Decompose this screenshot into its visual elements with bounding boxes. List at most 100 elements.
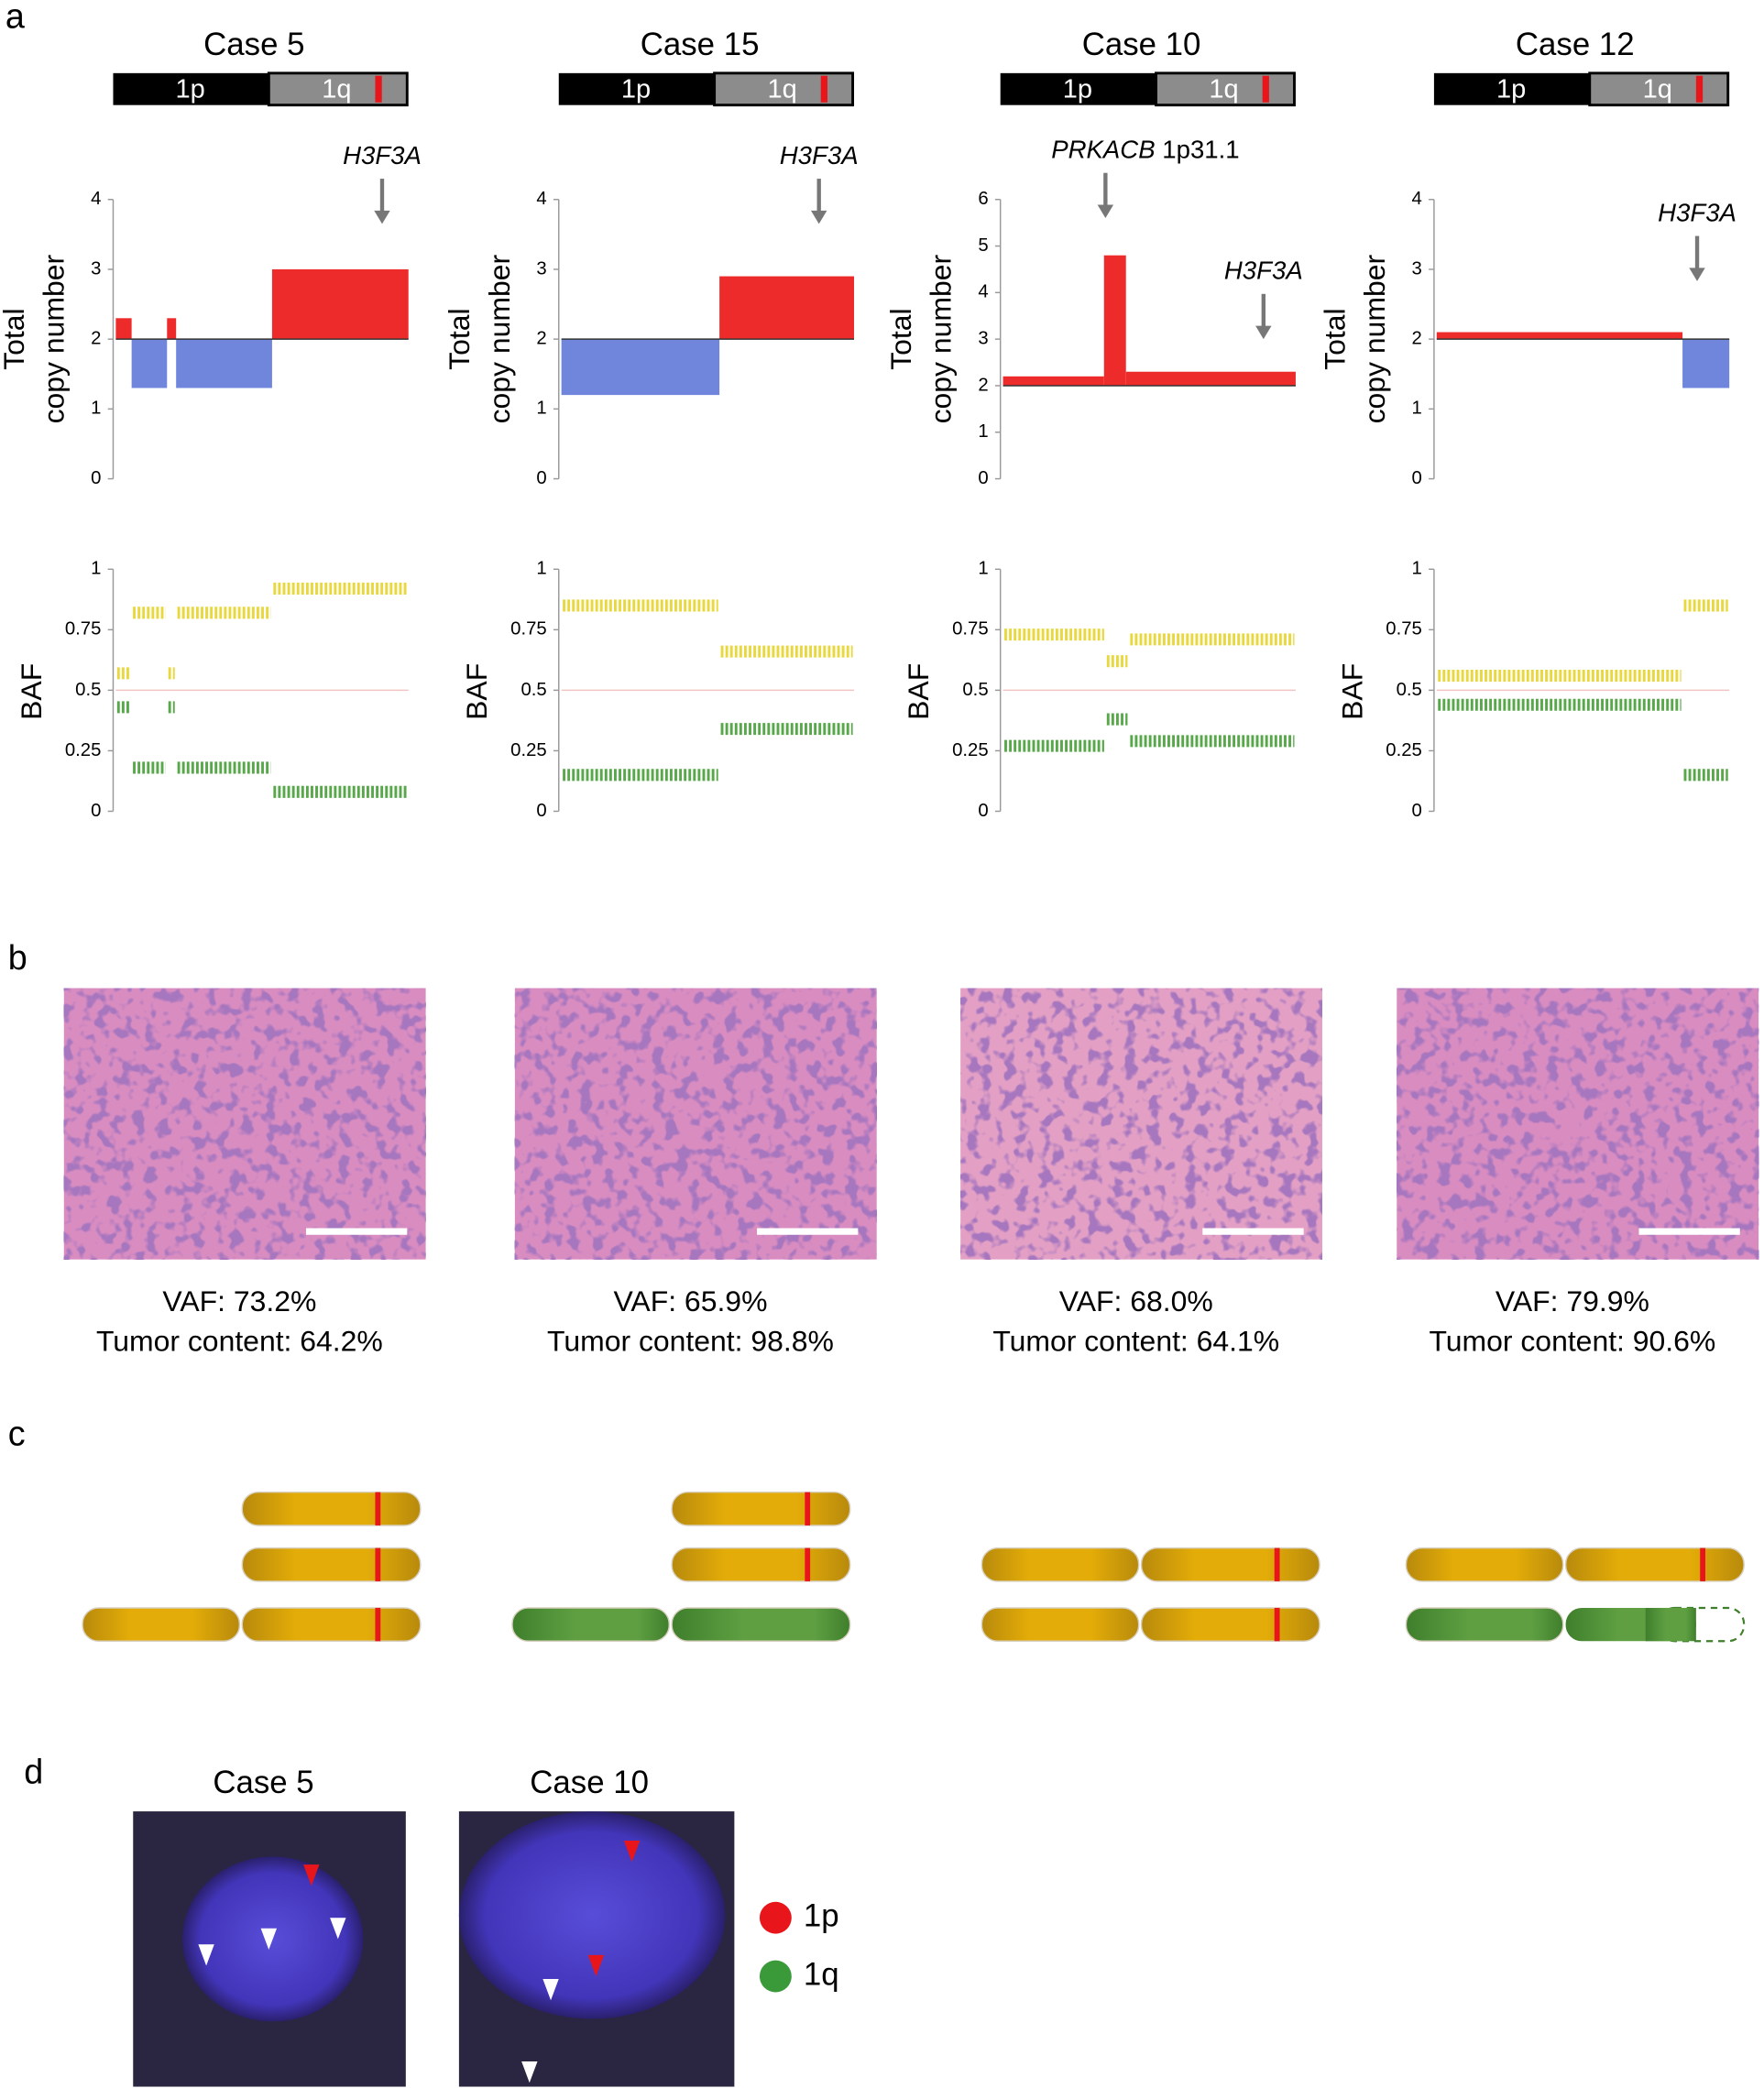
arrowhead <box>260 1928 278 1951</box>
ideogram-label: 1p <box>176 74 205 104</box>
arrow-head <box>374 210 390 224</box>
y-axis-label: Total <box>884 308 917 369</box>
chromosome-arm <box>511 1607 670 1642</box>
arrow-head <box>1097 204 1114 219</box>
annotation: H3F3A <box>780 141 859 169</box>
y-tick-label: 2 <box>91 329 101 349</box>
ideogram-label: 1q <box>767 74 796 104</box>
y-tick-label: 0 <box>1412 468 1422 488</box>
ideogram-p <box>1000 72 1156 105</box>
y-tick-label: 5 <box>978 235 988 256</box>
y-axis-label: copy number <box>925 255 958 424</box>
y-tick-label: 0.5 <box>962 680 988 700</box>
arrowhead <box>303 1864 320 1886</box>
copy-number-segment <box>719 276 855 340</box>
y-tick-label: 1 <box>978 421 988 442</box>
y-tick-label: 0 <box>91 468 101 488</box>
legend-label: 1q <box>804 1956 839 1992</box>
y-tick-label: 0.75 <box>1386 619 1422 640</box>
legend-dot <box>759 1901 792 1934</box>
case-title: Case 5 <box>203 27 304 62</box>
chromosome-arm <box>241 1491 422 1526</box>
h3f3a-marker <box>375 1547 381 1581</box>
h3f3a-marker <box>805 1547 811 1581</box>
y-tick-label: 0.5 <box>520 680 546 700</box>
ideogram-marker <box>1262 75 1269 103</box>
chromosome-arm <box>981 1607 1140 1642</box>
annotation-gene: H3F3A <box>1224 257 1303 285</box>
copy-number-segment <box>1103 255 1126 386</box>
y-tick-label: 0 <box>978 801 988 821</box>
ideogram-label: 1q <box>1643 74 1672 104</box>
ideogram-label: 1q <box>322 74 351 104</box>
arrowhead <box>198 1944 214 1966</box>
chromosome-arm <box>1645 1607 1696 1642</box>
fish-title: Case 5 <box>213 1765 313 1800</box>
ideogram-p <box>558 72 715 105</box>
copy-number-segment <box>271 268 409 340</box>
y-tick-label: 4 <box>1412 189 1422 209</box>
y-tick-label: 0.25 <box>65 740 102 760</box>
y-tick-label: 0.75 <box>952 619 989 640</box>
vaf-label: VAF: 73.2% <box>162 1285 316 1317</box>
copy-number-segment <box>176 339 272 388</box>
y-tick-label: 6 <box>978 189 988 209</box>
histology-texture <box>63 988 426 1260</box>
ideogram-q <box>267 71 409 107</box>
y-axis-label: Total <box>1318 308 1351 369</box>
histology-texture <box>960 988 1322 1260</box>
chromosome-arm <box>241 1547 422 1582</box>
y-axis-label: BAF <box>15 663 48 720</box>
annotation-gene: PRKACB <box>1051 136 1155 164</box>
y-tick-label: 3 <box>1412 258 1422 279</box>
tumor-content-label: Tumor content: 64.1% <box>992 1325 1279 1358</box>
chromosome-arm <box>82 1607 241 1642</box>
annotation: H3F3A <box>1224 257 1303 285</box>
copy-number-segment <box>167 318 177 340</box>
y-tick-label: 0 <box>978 468 988 488</box>
arrowhead <box>623 1841 641 1863</box>
y-tick-label: 0.75 <box>510 619 547 640</box>
ideogram-q <box>713 71 855 107</box>
y-tick-label: 1 <box>536 399 546 419</box>
chromosome-arm <box>981 1547 1140 1582</box>
y-tick-label: 1 <box>536 559 546 579</box>
y-tick-label: 0.75 <box>65 619 102 640</box>
legend-dot <box>759 1960 792 1993</box>
vaf-label: VAF: 68.0% <box>1059 1285 1213 1317</box>
y-tick-label: 4 <box>91 189 101 209</box>
y-tick-label: 0.5 <box>75 680 101 700</box>
ideogram-label: 1q <box>1209 74 1238 104</box>
arrow-head <box>810 210 827 224</box>
ideogram-p <box>113 72 269 105</box>
case-title: Case 10 <box>1082 27 1201 62</box>
y-tick-label: 0.25 <box>510 740 547 760</box>
ideogram-marker <box>820 75 827 103</box>
y-axis-label: BAF <box>1335 663 1368 720</box>
ideogram-q <box>1588 71 1730 107</box>
ideogram-marker <box>375 75 382 103</box>
copy-number-segment <box>115 318 132 340</box>
chromosome-arm <box>1140 1547 1320 1582</box>
copy-number-segment <box>1003 376 1104 386</box>
annotation: H3F3A <box>1658 199 1737 227</box>
h3f3a-marker <box>1274 1547 1280 1581</box>
annotation: H3F3A <box>343 141 422 169</box>
y-tick-label: 1 <box>1412 559 1422 579</box>
y-tick-label: 4 <box>978 282 988 302</box>
ideogram-label: 1p <box>621 74 651 104</box>
annotation-locus: 1p31.1 <box>1162 136 1239 164</box>
copy-number-segment <box>1125 371 1296 386</box>
ideogram-label: 1p <box>1063 74 1092 104</box>
ideogram-label: 1p <box>1496 74 1526 104</box>
arrowhead <box>587 1954 605 1977</box>
copy-number-segment <box>131 339 168 388</box>
tumor-content-label: Tumor content: 90.6% <box>1429 1325 1715 1358</box>
panel-label: c <box>8 1415 26 1453</box>
copy-number-segment <box>1682 339 1730 388</box>
h3f3a-marker <box>1700 1547 1706 1581</box>
y-axis-label: copy number <box>1358 255 1391 424</box>
chromosome-arm <box>671 1607 851 1642</box>
